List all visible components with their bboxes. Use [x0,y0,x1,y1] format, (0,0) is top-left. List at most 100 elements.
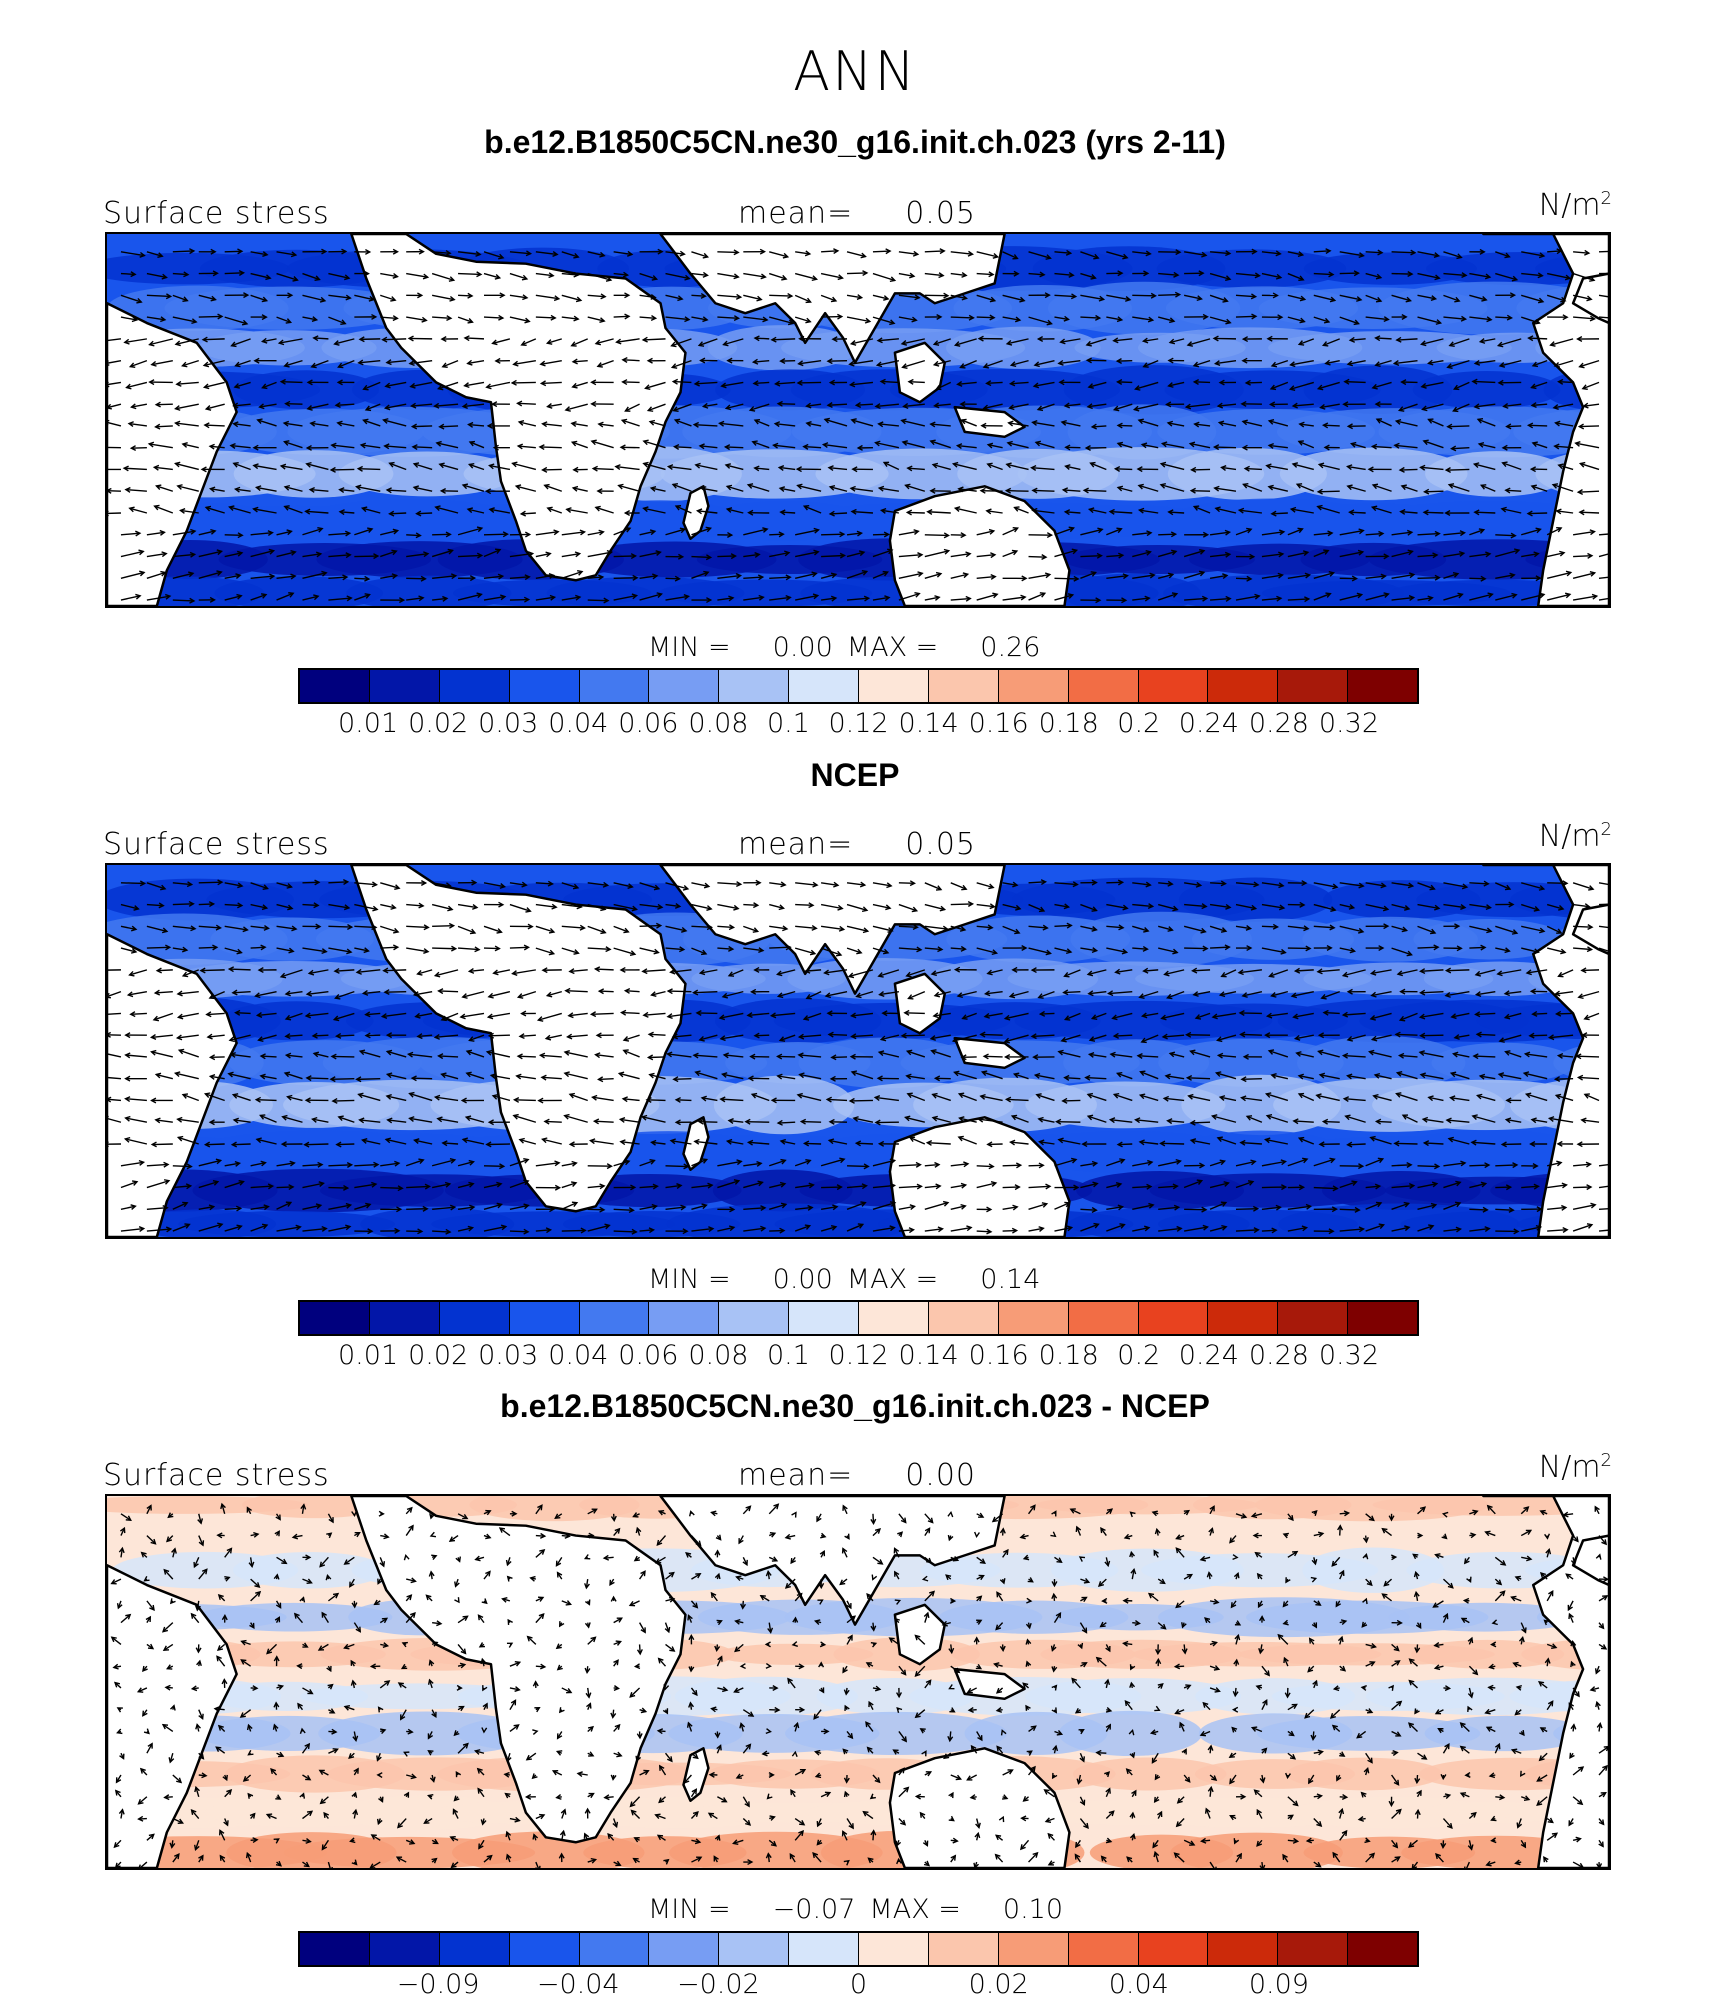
colorbar-swatch [579,670,650,702]
panel-title: b.e12.B1850C5CN.ne30_g16.init.ch.023 - N… [500,1388,1210,1424]
colorbar-swatch [1278,1933,1349,1965]
colorbar-swatch [1068,1302,1139,1334]
colorbar-tick-label: 0.01 [338,1340,399,1371]
colorbar-swatch [1278,670,1349,702]
colorbar-swatch [1138,1933,1209,1965]
colorbar-swatch [1348,1302,1417,1334]
colorbar-swatch [1348,670,1417,702]
colorbar [298,1300,1419,1336]
colorbar-tick-label: 0.28 [1248,708,1309,739]
colorbar-swatch [369,1933,440,1965]
min-value: 0.00 [772,632,833,663]
units-text: N/m [1538,819,1601,854]
colorbar-tick-label: 0.08 [688,1340,749,1371]
colorbar-swatch [998,1302,1069,1334]
colorbar-tick-label: −0.02 [677,1969,760,2000]
max-value: 0.10 [1002,1894,1064,1925]
colorbar-swatch [1208,1302,1279,1334]
colorbar-swatch [509,670,580,702]
mean-label: mean= [738,827,854,862]
colorbar-swatch [439,1302,510,1334]
colorbar-swatch [928,1933,999,1965]
min-label: MIN = [648,1264,731,1295]
max-value: 0.26 [980,632,1041,663]
colorbar-swatch [1208,1933,1279,1965]
colorbar-tick-label: 0.02 [968,1969,1029,2000]
colorbar-tick-label: 0.1 [766,1340,810,1371]
colorbar-swatch [1278,1302,1349,1334]
colorbar-swatch [1208,670,1279,702]
colorbar-swatch [859,1302,929,1334]
colorbar-swatch [509,1302,580,1334]
stress-vectors [107,879,1609,1235]
colorbar-tick-label: 0.12 [828,1340,889,1371]
colorbar-swatch [998,670,1069,702]
colorbar-tick-label: 0.18 [1038,708,1099,739]
colorbar-tick-label: 0.02 [408,708,469,739]
colorbar-tick-label: 0.2 [1117,708,1161,739]
min-label: MIN = [648,1894,731,1925]
colorbar-tick-label: 0.04 [1108,1969,1169,2000]
colorbar-tick-label: 0.14 [898,1340,959,1371]
colorbar-swatch [649,670,720,702]
colorbar-tick-label: 0.16 [968,1340,1029,1371]
map-svg [107,1496,1609,1868]
colorbar-swatch [719,670,790,702]
mean-readout: mean= 0.05 [738,196,976,231]
colorbar-swatch [300,1933,370,1965]
colorbar-swatch [789,1302,859,1334]
colorbar-tick-label: 0.09 [1248,1969,1309,2000]
colorbar-tick-label: 0.1 [766,708,810,739]
units-label: N/m2 [1539,188,1612,223]
colorbar-tick-label: 0.12 [828,708,889,739]
colorbar-tick-label: 0 [849,1969,868,2000]
colorbar-tick-label: −0.04 [536,1969,620,2000]
colorbar-tick-label: 0.24 [1178,708,1239,739]
panel-title: b.e12.B1850C5CN.ne30_g16.init.ch.023 (yr… [484,124,1226,160]
colorbar-tick-label: −0.09 [396,1969,480,2000]
min-max-readout: MIN = 0.00 MAX = 0.14 [648,1264,1040,1295]
colorbar-swatch [859,670,929,702]
colorbar-swatch [928,670,999,702]
units-exponent: 2 [1600,1450,1612,1471]
mean-value: 0.00 [905,1458,977,1493]
map-svg [107,865,1609,1237]
map-panel [105,1494,1611,1870]
units-label: N/m2 [1539,1450,1612,1485]
colorbar-swatch [859,1933,929,1965]
mean-readout: mean= 0.00 [738,1458,976,1493]
colorbar-swatch [300,1302,370,1334]
colorbar-tick-label: 0.08 [688,708,749,739]
colorbar-swatch [439,1933,510,1965]
mean-value: 0.05 [905,827,977,862]
stress-vectors [107,248,1609,604]
colorbar-tick-label: 0.06 [618,708,679,739]
variable-label: Surface stress [103,827,330,862]
colorbar-tick-label: 0.03 [478,1340,539,1371]
min-max-readout: MIN = 0.00 MAX = 0.26 [648,632,1040,663]
map-svg [107,234,1609,606]
colorbar [298,668,1419,704]
colorbar-swatch [928,1302,999,1334]
colorbar-tick-label: 0.18 [1038,1340,1099,1371]
map-panel [105,863,1611,1239]
colorbar-tick-label: 0.2 [1117,1340,1161,1371]
map-panel [105,232,1611,608]
min-label: MIN = [648,632,731,663]
colorbar-tick-label: 0.04 [548,708,609,739]
stress-vectors [110,1502,1609,1868]
colorbar-tick-label: 0.24 [1178,1340,1239,1371]
colorbar-tick-label: 0.03 [478,708,539,739]
max-label: MAX = [846,632,939,663]
min-max-readout: MIN = −0.07 MAX = 0.10 [648,1894,1063,1925]
colorbar-swatch [369,1302,440,1334]
max-label: MAX = [846,1264,939,1295]
colorbar-swatch [719,1933,790,1965]
min-value: −0.07 [772,1894,856,1925]
units-label: N/m2 [1539,819,1612,854]
colorbar-swatch [1348,1933,1417,1965]
variable-label: Surface stress [103,196,330,231]
colorbar-swatch [1068,670,1139,702]
units-exponent: 2 [1600,819,1612,840]
colorbar-swatch [1138,1302,1209,1334]
